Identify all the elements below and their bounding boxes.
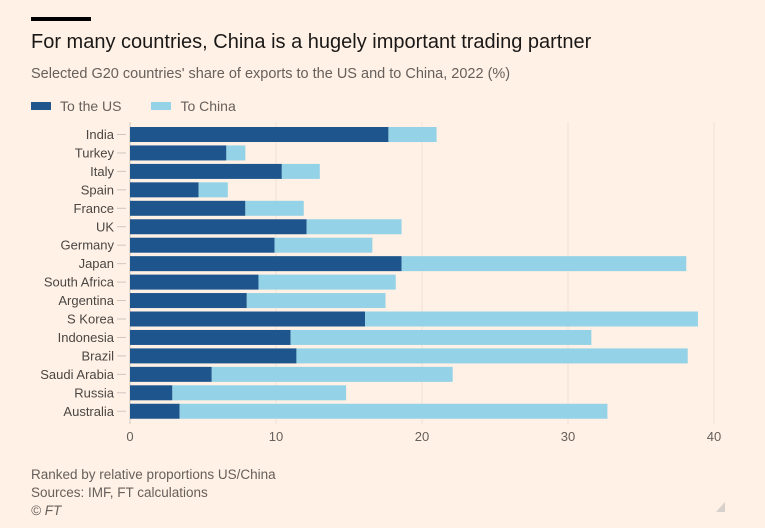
legend-label-us: To the US [60,98,122,114]
bar-us-south-africa [130,274,259,290]
brand-rule [31,17,91,21]
category-label: Spain [81,182,114,197]
category-label: Saudi Arabia [40,367,114,382]
category-label: UK [96,219,114,234]
bar-us-japan [130,256,402,272]
bar-us-italy [130,163,282,179]
category-label: India [86,127,115,142]
bar-china-indonesia [290,329,592,345]
bar-us-india [130,127,389,142]
footnote-copyright: © FT [31,503,62,518]
bar-china-argentina [246,293,386,309]
bar-us-s-korea [130,311,366,327]
bar-us-brazil [130,348,297,364]
category-labels: India Turkey Italy Spain France UK Germany Japa… [40,127,126,419]
category-label: Brazil [81,348,114,363]
bar-us-germany [130,237,275,253]
category-label: Argentina [58,293,114,308]
x-axis-ticks: 0 10 20 30 40 [126,429,721,444]
bar-china-brazil [296,348,688,364]
category-label: France [74,201,114,216]
legend-label-china: To China [180,98,236,114]
bar-china-russia [172,385,347,401]
bar-china-spain [198,182,228,198]
bars [130,127,698,419]
bar-china-saudi-arabia [211,366,453,382]
x-tick-label: 20 [415,429,429,444]
x-tick-label: 30 [561,429,575,444]
bar-china-france [245,200,304,216]
bar-us-indonesia [130,329,291,345]
footnote-sources: Sources: IMF, FT calculations [31,485,208,500]
bar-china-uk [306,219,402,235]
x-tick-label: 10 [269,429,283,444]
bar-china-japan [401,256,687,272]
resize-corner-icon [716,502,725,512]
bar-us-uk [130,219,307,235]
bar-china-germany [274,237,373,253]
footnote-ranking: Ranked by relative proportions US/China [31,467,276,482]
legend-swatch-us [31,102,51,110]
category-label: Australia [63,404,114,419]
chart-title: For many countries, China is a hugely im… [31,31,592,53]
category-label: Italy [90,164,114,179]
bar-china-australia [179,403,608,419]
category-label: Japan [79,256,114,271]
bar-us-france [130,200,246,216]
x-tick-label: 40 [707,429,721,444]
bar-china-india [388,127,437,142]
bar-us-saudi-arabia [130,366,212,382]
bar-china-turkey [226,145,246,161]
bar-us-spain [130,182,199,198]
bar-us-argentina [130,293,247,309]
bar-us-russia [130,385,173,401]
legend: To the US To China [31,98,266,114]
bar-china-s-korea [365,311,698,327]
category-label: Indonesia [58,330,115,345]
category-label: Russia [74,385,115,400]
bar-us-turkey [130,145,227,161]
category-label: Turkey [75,145,115,160]
bar-china-south-africa [258,274,396,290]
chart-subtitle: Selected G20 countries' share of exports… [31,66,511,82]
legend-item-china: To China [151,98,236,114]
legend-swatch-china [151,102,172,110]
bar-us-australia [130,403,180,419]
x-tick-label: 0 [126,429,133,444]
category-label: Germany [61,238,115,253]
category-label: S Korea [67,312,115,327]
category-label: South Africa [44,275,115,290]
bar-china-italy [281,163,320,179]
legend-item-us: To the US [31,98,121,114]
